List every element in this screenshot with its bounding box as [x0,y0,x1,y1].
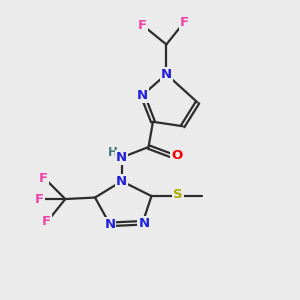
Text: N: N [139,217,150,230]
Text: N: N [104,218,116,231]
Text: F: F [38,172,48,185]
Text: N: N [116,175,127,188]
Text: S: S [173,188,183,201]
Text: H: H [108,146,118,159]
Text: F: F [41,215,50,228]
Text: O: O [171,149,182,162]
Text: F: F [180,16,189,29]
Text: N: N [137,88,148,101]
Text: N: N [161,68,172,81]
Text: N: N [116,151,127,164]
Text: F: F [35,193,44,206]
Text: F: F [138,19,147,32]
